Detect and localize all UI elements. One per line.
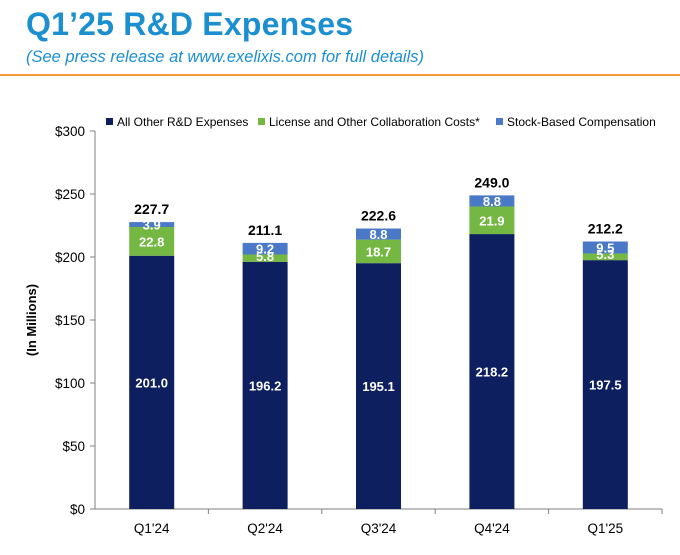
segment-value-label: 22.8 bbox=[139, 234, 164, 249]
bar-segment bbox=[129, 227, 175, 256]
x-tick-label: Q2'24 bbox=[247, 521, 283, 536]
bar-segment bbox=[356, 239, 401, 264]
x-tick-label: Q1'24 bbox=[134, 521, 170, 536]
x-tick-label: Q3'24 bbox=[361, 521, 397, 536]
segment-value-label: 218.2 bbox=[476, 365, 509, 380]
legend-swatch bbox=[496, 118, 503, 125]
y-tick-label: $200 bbox=[55, 250, 85, 265]
segment-value-label: 3.9 bbox=[143, 218, 161, 233]
x-tick-label: Q1'25 bbox=[587, 521, 623, 536]
legend-label: Stock-Based Compensation bbox=[507, 115, 656, 129]
header-divider bbox=[0, 74, 680, 76]
total-value-label: 211.1 bbox=[248, 222, 282, 238]
y-tick-label: $100 bbox=[55, 376, 85, 391]
bar-segment bbox=[129, 222, 175, 228]
total-value-label: 227.7 bbox=[134, 201, 169, 217]
y-axis-title: (In Millions) bbox=[24, 284, 39, 356]
page-title: Q1’25 R&D Expenses bbox=[26, 6, 354, 42]
segment-value-label: 195.1 bbox=[362, 379, 395, 394]
chart-axes: $0 $50 $100 $150 $200 $250 $300 (In Millions) Q1… bbox=[24, 124, 663, 536]
x-tick-label: Q4'24 bbox=[474, 521, 510, 536]
legend-label: All Other R&D Expenses bbox=[117, 115, 248, 129]
segment-value-label: 201.0 bbox=[135, 375, 168, 390]
legend-swatch bbox=[106, 118, 113, 125]
total-value-label: 249.0 bbox=[474, 174, 509, 190]
page-subtitle: (See press release at www.exelixis.com f… bbox=[26, 48, 424, 66]
bar-segment bbox=[242, 261, 288, 509]
bar-segment bbox=[356, 228, 401, 240]
y-tick-label: $50 bbox=[62, 439, 85, 454]
segment-value-label: 21.9 bbox=[479, 213, 504, 228]
segment-value-label: 197.5 bbox=[589, 378, 622, 393]
y-tick-label: $0 bbox=[70, 502, 85, 517]
y-tick-label: $250 bbox=[55, 187, 85, 202]
legend-swatch bbox=[258, 118, 265, 125]
bar-segment bbox=[469, 206, 515, 235]
total-value-label: 212.2 bbox=[588, 221, 623, 237]
segment-value-label: 5.3 bbox=[596, 247, 614, 262]
segment-value-label: 18.7 bbox=[366, 244, 391, 259]
bar-segment bbox=[469, 195, 515, 207]
legend-label: License and Other Collaboration Costs* bbox=[269, 115, 480, 129]
segment-value-label: 196.2 bbox=[249, 378, 282, 393]
bar-segment bbox=[242, 254, 288, 262]
total-value-label: 222.6 bbox=[361, 208, 396, 224]
bar-segment bbox=[582, 253, 628, 261]
segment-value-label: 8.8 bbox=[369, 227, 387, 242]
bar-segment bbox=[356, 263, 401, 509]
bar-segment bbox=[582, 260, 628, 509]
segment-value-label: 5.8 bbox=[256, 249, 274, 264]
chart-legend: All Other R&D Expenses License and Other … bbox=[106, 115, 656, 129]
segment-value-label: 8.8 bbox=[483, 194, 501, 209]
bar-segment bbox=[242, 242, 288, 255]
segment-value-label: 9.5 bbox=[596, 240, 614, 255]
y-tick-label: $300 bbox=[55, 124, 85, 139]
bar-segment bbox=[582, 241, 628, 254]
y-tick-label: $150 bbox=[55, 313, 85, 328]
bar-segment bbox=[129, 255, 175, 509]
bar-segment bbox=[469, 234, 515, 509]
chart-bars bbox=[129, 195, 628, 509]
segment-value-label: 9.2 bbox=[256, 242, 274, 257]
